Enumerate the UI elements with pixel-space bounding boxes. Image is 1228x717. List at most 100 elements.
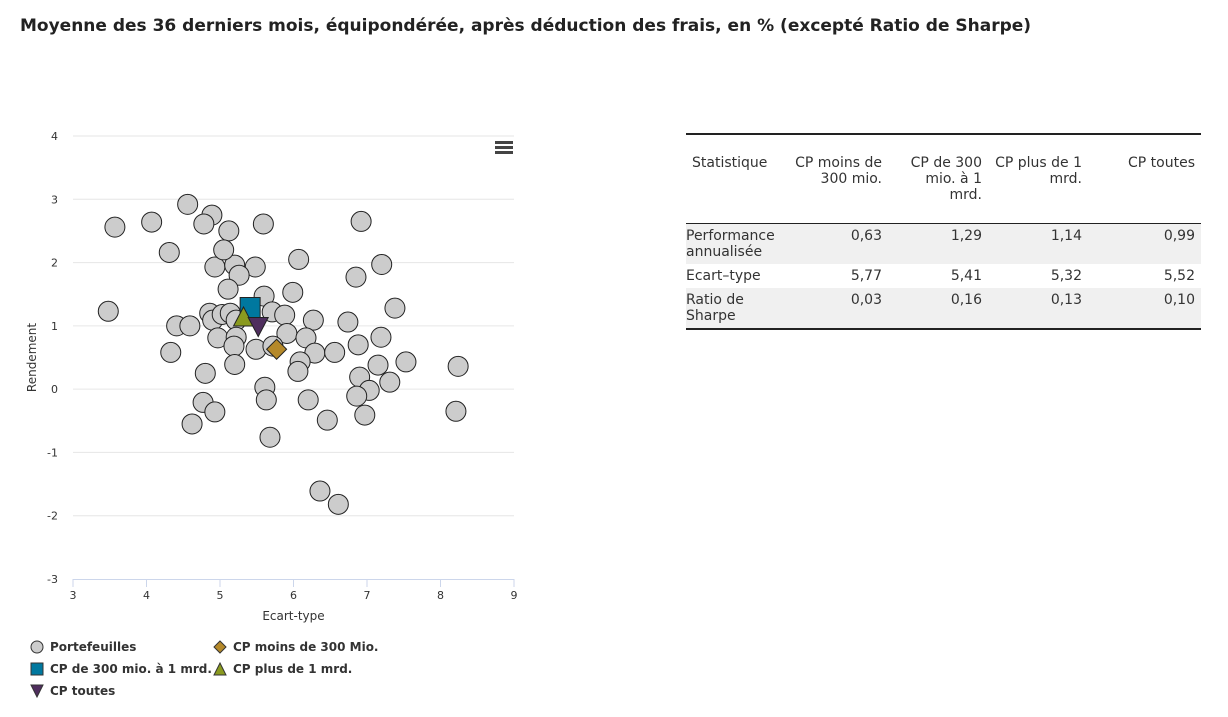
portefeuille-point	[228, 264, 250, 286]
portefeuille-point	[141, 211, 163, 233]
portefeuille-point	[346, 385, 368, 407]
cp-moins-300-point	[265, 338, 288, 360]
x-tick-label: 6	[290, 589, 297, 602]
portefeuille-point	[324, 341, 346, 363]
portefeuille-point	[302, 309, 324, 331]
triangle-down-icon	[30, 684, 44, 698]
legend-item-cp-300-1mrd[interactable]: CP de 300 mio. à 1 mrd.	[30, 662, 212, 676]
portefeuille-point	[316, 409, 338, 431]
portefeuille-point	[218, 220, 240, 242]
table-row: Performance annualisée 0,63 1,29 1,14 0,99	[686, 223, 1201, 264]
legend-item-cp-toutes[interactable]: CP toutes	[30, 684, 115, 698]
portefeuille-point	[158, 241, 180, 263]
portefeuille-point	[347, 334, 369, 356]
cell: 5,32	[1050, 268, 1082, 284]
cell: 0,99	[1163, 228, 1195, 244]
y-tick-label: -3	[47, 573, 58, 586]
portefeuille-point	[177, 193, 199, 215]
portefeuille-point	[367, 354, 389, 376]
portefeuille-point	[379, 371, 401, 393]
portefeuille-point	[371, 253, 393, 275]
portefeuille-point	[224, 353, 246, 375]
cell: 1,29	[950, 228, 982, 244]
portefeuille-point	[350, 210, 372, 232]
portefeuille-point	[309, 480, 331, 502]
cell: 0,10	[1163, 292, 1195, 308]
chart-menu-button[interactable]	[495, 141, 513, 155]
legend-item-cp-plus-1mrd[interactable]: CP plus de 1 mrd.	[213, 662, 352, 676]
column-header: CP de 300 mio. à 1 mrd.	[910, 155, 982, 203]
portefeuille-point	[274, 304, 296, 326]
x-tick-label: 8	[437, 589, 444, 602]
portefeuille-point	[327, 493, 349, 515]
portefeuille-point	[370, 326, 392, 348]
portefeuille-point	[213, 239, 235, 261]
x-tick-label: 7	[364, 589, 371, 602]
x-axis-title: Ecart-type	[262, 609, 324, 623]
portefeuille-point	[287, 360, 309, 382]
cell: 0,16	[950, 292, 982, 308]
portefeuille-point	[104, 216, 126, 238]
portefeuille-point	[160, 341, 182, 363]
y-tick-label: 1	[51, 320, 58, 333]
diamond-icon	[213, 640, 227, 654]
scatter-chart: -3 -2 -1 0 1 2 3 4 3 4 5 6 7 8 9 Ecart-type Rendement	[25, 130, 518, 623]
portefeuille-point	[345, 266, 367, 288]
x-tick-label: 5	[217, 589, 224, 602]
portefeuille-point	[181, 413, 203, 435]
y-axis-title: Rendement	[25, 323, 39, 392]
legend-item-portefeuilles[interactable]: Portefeuilles	[30, 640, 136, 654]
y-tick-label: 3	[51, 193, 58, 206]
portefeuille-point	[194, 362, 216, 384]
square-icon	[30, 662, 44, 676]
y-tick-label: -2	[47, 510, 58, 523]
portefeuille-point	[297, 389, 319, 411]
x-tick-label: 4	[143, 589, 150, 602]
table-header-row: Statistique CP moins de 300 mio. CP de 3…	[686, 134, 1201, 224]
page-title: Moyenne des 36 derniers mois, équipondér…	[20, 16, 1032, 36]
cell: Performance annualisée	[686, 228, 775, 260]
legend-item-cp-moins-300[interactable]: CP moins de 300 Mio.	[213, 640, 379, 654]
table-row: Ecart–type 5,77 5,41 5,32 5,52	[686, 264, 1201, 288]
portefeuille-point	[354, 404, 376, 426]
circle-icon	[30, 640, 44, 654]
y-tick-label: 2	[51, 257, 58, 270]
x-tick-label: 9	[511, 589, 518, 602]
portefeuille-point	[252, 213, 274, 235]
y-tick-label: 0	[51, 383, 58, 396]
cell: 0,13	[1050, 292, 1082, 308]
y-tick-label: -1	[47, 446, 58, 459]
cell: 0,03	[850, 292, 882, 308]
cell: 5,52	[1163, 268, 1195, 284]
portefeuille-point	[179, 315, 201, 337]
portefeuille-point	[204, 401, 226, 423]
portefeuille-point	[259, 426, 281, 448]
column-header: CP toutes	[1128, 155, 1195, 171]
portefeuille-point	[384, 297, 406, 319]
x-tick-label: 3	[70, 589, 77, 602]
cell: 1,14	[1050, 228, 1082, 244]
portefeuille-point	[395, 351, 417, 373]
cell: 5,77	[850, 268, 882, 284]
column-header: CP plus de 1 mrd.	[995, 155, 1082, 187]
cp-toutes-point	[247, 316, 270, 338]
cell: Ecart–type	[686, 268, 761, 284]
column-header: Statistique	[692, 155, 768, 171]
portefeuille-point	[217, 278, 239, 300]
portefeuille-point	[445, 400, 467, 422]
portefeuille-point	[97, 300, 119, 322]
cp-plus-1mrd-point	[232, 305, 255, 327]
portefeuille-point	[255, 389, 277, 411]
statistics-table: Statistique CP moins de 300 mio. CP de 3…	[686, 133, 1201, 330]
portefeuille-point	[447, 355, 469, 377]
portefeuille-point	[288, 248, 310, 270]
column-header: CP moins de 300 mio.	[795, 155, 882, 187]
triangle-icon	[213, 662, 227, 676]
portefeuille-point	[193, 213, 215, 235]
table-row: Ratio de Sharpe 0,03 0,16 0,13 0,10	[686, 288, 1201, 329]
cell: Ratio de Sharpe	[686, 292, 744, 324]
portefeuille-point	[337, 311, 359, 333]
y-tick-label: 4	[51, 130, 58, 143]
cell: 5,41	[950, 268, 982, 284]
portefeuille-point	[223, 335, 245, 357]
